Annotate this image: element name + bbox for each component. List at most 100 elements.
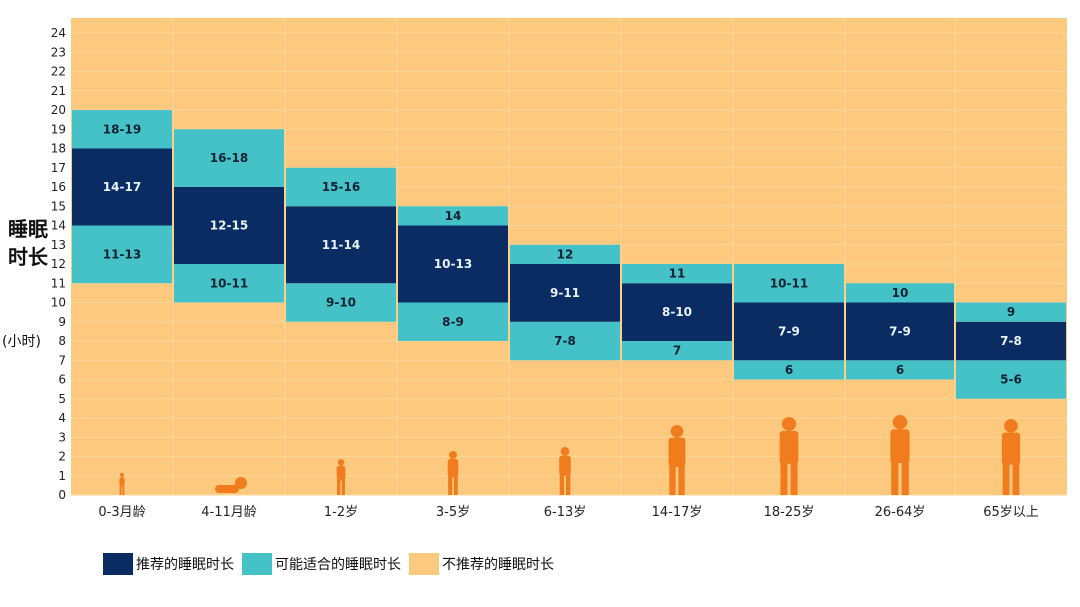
legend-swatch — [103, 553, 133, 575]
x-tick-label: 3-5岁 — [436, 505, 470, 520]
y-tick-label: 5 — [58, 392, 66, 406]
appropriate-low-bar — [846, 360, 954, 380]
y-tick-label: 16 — [51, 180, 66, 194]
appropriate-high-label: 14 — [445, 209, 462, 223]
appropriate-high-bar — [72, 110, 172, 149]
appropriate-high-bar — [956, 302, 1066, 322]
recommended-bar — [286, 206, 396, 284]
appropriate-low-label: 7 — [673, 344, 681, 358]
x-tick-label: 14-17岁 — [652, 505, 703, 520]
y-axis-unit: (小时) — [2, 334, 41, 350]
sleep-duration-chart: 0123456789101112131415161718192021222324… — [51, 18, 1067, 520]
appropriate-high-label: 10 — [892, 286, 909, 300]
appropriate-high-bar — [398, 206, 508, 226]
y-tick-label: 8 — [58, 334, 66, 348]
appropriate-low-label: 11-13 — [103, 247, 141, 261]
y-tick-label: 9 — [58, 315, 66, 329]
y-tick-label: 12 — [51, 257, 66, 271]
appropriate-low-bar — [174, 264, 284, 303]
appropriate-low-label: 8-9 — [442, 315, 464, 329]
appropriate-low-label: 6 — [896, 363, 904, 377]
appropriate-low-bar — [956, 360, 1066, 399]
person-figure-icon — [119, 473, 125, 495]
recommended-label: 7-9 — [889, 324, 911, 338]
appropriate-high-bar — [174, 129, 284, 187]
x-tick-label: 18-25岁 — [764, 505, 815, 520]
legend: 推荐的睡眠时长 可能适合的睡眠时长 不推荐的睡眠时长 — [103, 553, 562, 575]
recommended-label: 9-11 — [550, 286, 580, 300]
appropriate-high-label: 12 — [557, 247, 574, 261]
appropriate-high-label: 9 — [1007, 305, 1015, 319]
appropriate-low-label: 10-11 — [210, 276, 248, 290]
recommended-bar — [72, 148, 172, 226]
y-tick-label: 21 — [51, 84, 66, 98]
y-tick-label: 13 — [51, 238, 66, 252]
y-tick-label: 11 — [51, 276, 66, 290]
x-tick-label: 0-3月龄 — [98, 505, 145, 520]
appropriate-high-label: 15-16 — [322, 180, 360, 194]
y-tick-label: 0 — [58, 488, 66, 502]
appropriate-low-bar — [286, 283, 396, 322]
y-tick-label: 18 — [51, 142, 66, 156]
appropriate-low-label: 9-10 — [326, 296, 356, 310]
legend-item-may-be-appropriate: 可能适合的睡眠时长 — [242, 553, 401, 575]
y-tick-label: 2 — [58, 450, 66, 464]
recommended-bar — [398, 225, 508, 303]
recommended-bar — [174, 187, 284, 264]
x-tick-label: 4-11月龄 — [201, 505, 257, 520]
y-tick-label: 4 — [58, 411, 66, 425]
appropriate-high-bar — [846, 283, 954, 303]
appropriate-high-label: 11 — [669, 267, 686, 281]
recommended-label: 7-8 — [1000, 334, 1022, 348]
recommended-label: 12-15 — [210, 219, 248, 233]
recommended-bar — [846, 302, 954, 361]
person-figure-icon — [668, 425, 686, 495]
appropriate-high-label: 10-11 — [770, 276, 808, 290]
person-figure-icon — [890, 415, 910, 495]
person-figure-icon — [559, 447, 571, 495]
appropriate-high-bar — [734, 264, 844, 303]
recommended-label: 7-9 — [778, 324, 800, 338]
legend-swatch — [242, 553, 272, 575]
appropriate-low-bar — [622, 341, 732, 361]
person-figure-icon — [447, 451, 459, 495]
appropriate-low-bar — [398, 302, 508, 341]
x-tick-label: 65岁以上 — [983, 505, 1039, 520]
person-figure-icon — [336, 459, 346, 495]
recommended-bar — [956, 321, 1066, 361]
appropriate-high-label: 16-18 — [210, 151, 248, 165]
appropriate-low-label: 5-6 — [1000, 373, 1022, 387]
appropriate-low-bar — [72, 225, 172, 284]
appropriate-high-bar — [510, 244, 620, 264]
y-tick-label: 1 — [58, 469, 66, 483]
appropriate-high-bar — [622, 264, 732, 284]
y-tick-label: 3 — [58, 430, 66, 444]
y-tick-label: 10 — [51, 296, 66, 310]
y-tick-label: 7 — [58, 353, 66, 367]
recommended-bar — [734, 302, 844, 361]
y-tick-label: 22 — [51, 65, 66, 79]
x-tick-label: 26-64岁 — [875, 505, 926, 520]
recommended-label: 11-14 — [322, 238, 360, 252]
recommended-label: 8-10 — [662, 305, 692, 319]
appropriate-low-bar — [510, 321, 620, 361]
appropriate-low-label: 7-8 — [554, 334, 576, 348]
y-tick-label: 23 — [51, 45, 66, 59]
y-tick-label: 14 — [51, 219, 66, 233]
y-tick-label: 24 — [51, 26, 66, 40]
recommended-label: 14-17 — [103, 180, 141, 194]
y-axis-label: 睡眠时长 — [8, 217, 48, 269]
recommended-bar — [622, 283, 732, 341]
appropriate-low-label: 6 — [785, 363, 793, 377]
legend-label: 推荐的睡眠时长 — [136, 557, 234, 573]
person-figure-icon — [1001, 419, 1021, 495]
legend-label: 不推荐的睡眠时长 — [442, 557, 554, 573]
legend-swatch — [409, 553, 439, 575]
person-figure-icon — [215, 477, 247, 493]
recommended-label: 10-13 — [434, 257, 472, 271]
y-tick-label: 20 — [51, 103, 66, 117]
legend-label: 可能适合的睡眠时长 — [275, 557, 401, 573]
y-tick-label: 17 — [51, 161, 66, 175]
y-tick-label: 19 — [51, 122, 66, 136]
appropriate-low-bar — [734, 360, 844, 380]
